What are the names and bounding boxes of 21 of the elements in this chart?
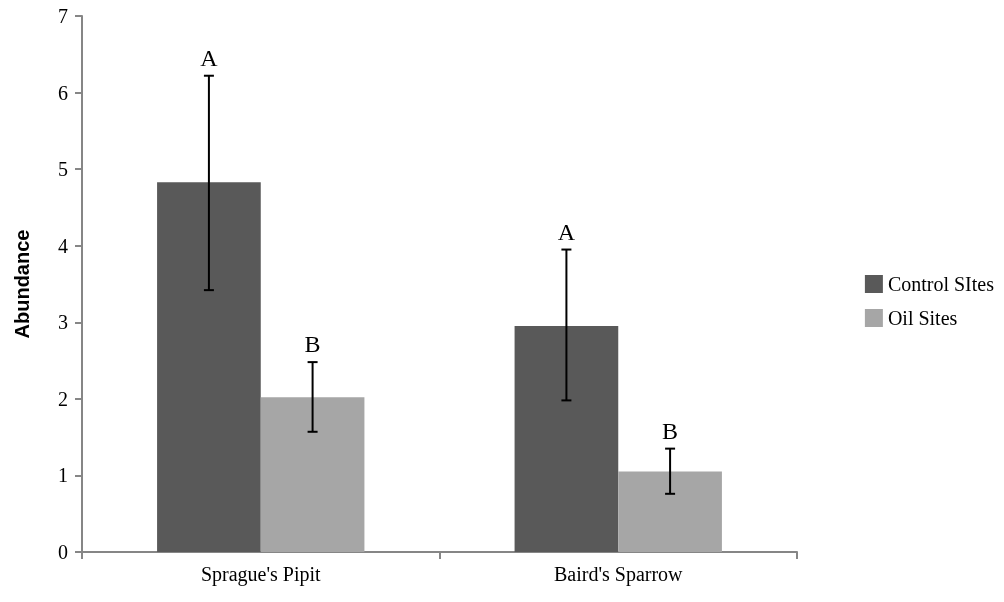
y-tick-label: 4 bbox=[58, 234, 68, 257]
legend-label: Oil Sites bbox=[887, 307, 958, 329]
x-tick-label: Sprague's Pipit bbox=[200, 563, 322, 586]
bar bbox=[618, 471, 722, 552]
y-axis-title: Abundance bbox=[11, 229, 33, 339]
y-tick-label: 0 bbox=[58, 541, 68, 563]
y-tick-label: 3 bbox=[58, 311, 68, 334]
bar bbox=[514, 326, 619, 552]
y-tick-label: 5 bbox=[58, 158, 68, 181]
annotation: A bbox=[200, 44, 219, 71]
annotation: B bbox=[662, 417, 679, 444]
legend-label: Control SItes bbox=[887, 273, 995, 295]
y-tick-label: 1 bbox=[58, 464, 68, 487]
bar bbox=[260, 397, 365, 552]
y-tick-label: 7 bbox=[58, 5, 68, 27]
bar bbox=[157, 182, 261, 552]
y-tick-label: 2 bbox=[58, 387, 68, 410]
annotation: B bbox=[304, 331, 321, 358]
annotation: A bbox=[557, 218, 576, 245]
y-tick-label: 6 bbox=[58, 81, 68, 104]
x-tick-label: Baird's Sparrow bbox=[553, 563, 684, 586]
